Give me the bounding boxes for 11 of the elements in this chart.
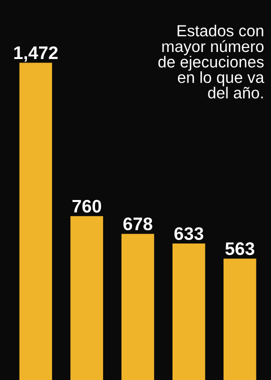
data-label: 760 <box>72 200 102 213</box>
bar <box>172 244 206 380</box>
bar <box>224 258 256 380</box>
data-label: 633 <box>174 227 204 240</box>
bar <box>19 62 52 380</box>
chart-title: Estados con mayor número de ejecuciones en lo que va del año. <box>158 24 264 98</box>
bar <box>121 234 154 380</box>
data-label: 563 <box>225 242 254 256</box>
data-label: 678 <box>123 218 152 230</box>
bar <box>70 216 104 380</box>
data-label: 1,472 <box>14 46 58 62</box>
